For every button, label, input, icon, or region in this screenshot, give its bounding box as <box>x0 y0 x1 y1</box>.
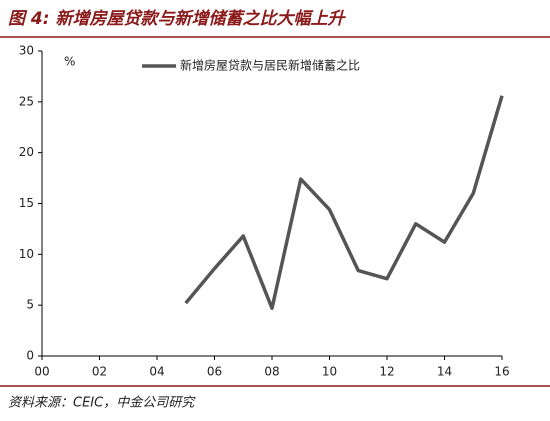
x-tick-label: 06 <box>207 365 222 379</box>
x-tick-label: 04 <box>149 365 164 379</box>
y-tick-label: 30 <box>19 44 34 58</box>
x-tick-label: 08 <box>264 365 279 379</box>
y-tick-label: 20 <box>19 145 34 159</box>
y-tick-label: 25 <box>19 94 34 108</box>
x-tick-label: 00 <box>34 365 49 379</box>
x-tick-label: 16 <box>494 365 509 379</box>
y-tick-label: 15 <box>19 196 34 210</box>
x-tick-label: 02 <box>92 365 107 379</box>
y-unit: % <box>64 55 75 69</box>
y-tick-label: 0 <box>26 349 34 363</box>
legend-label: 新增房屋贷款与居民新增储蓄之比 <box>180 58 360 73</box>
y-tick-label: 10 <box>19 247 34 261</box>
x-tick-label: 14 <box>437 365 452 379</box>
x-tick-label: 12 <box>379 365 394 379</box>
x-tick-label: 10 <box>322 365 337 379</box>
source: 资料来源：CEIC，中金公司研究 <box>8 395 196 411</box>
chart-title: 图 4: 新增房屋贷款与新增储蓄之比大幅上升 <box>8 9 346 29</box>
data-line <box>184 95 504 310</box>
y-tick-label: 5 <box>26 298 34 312</box>
